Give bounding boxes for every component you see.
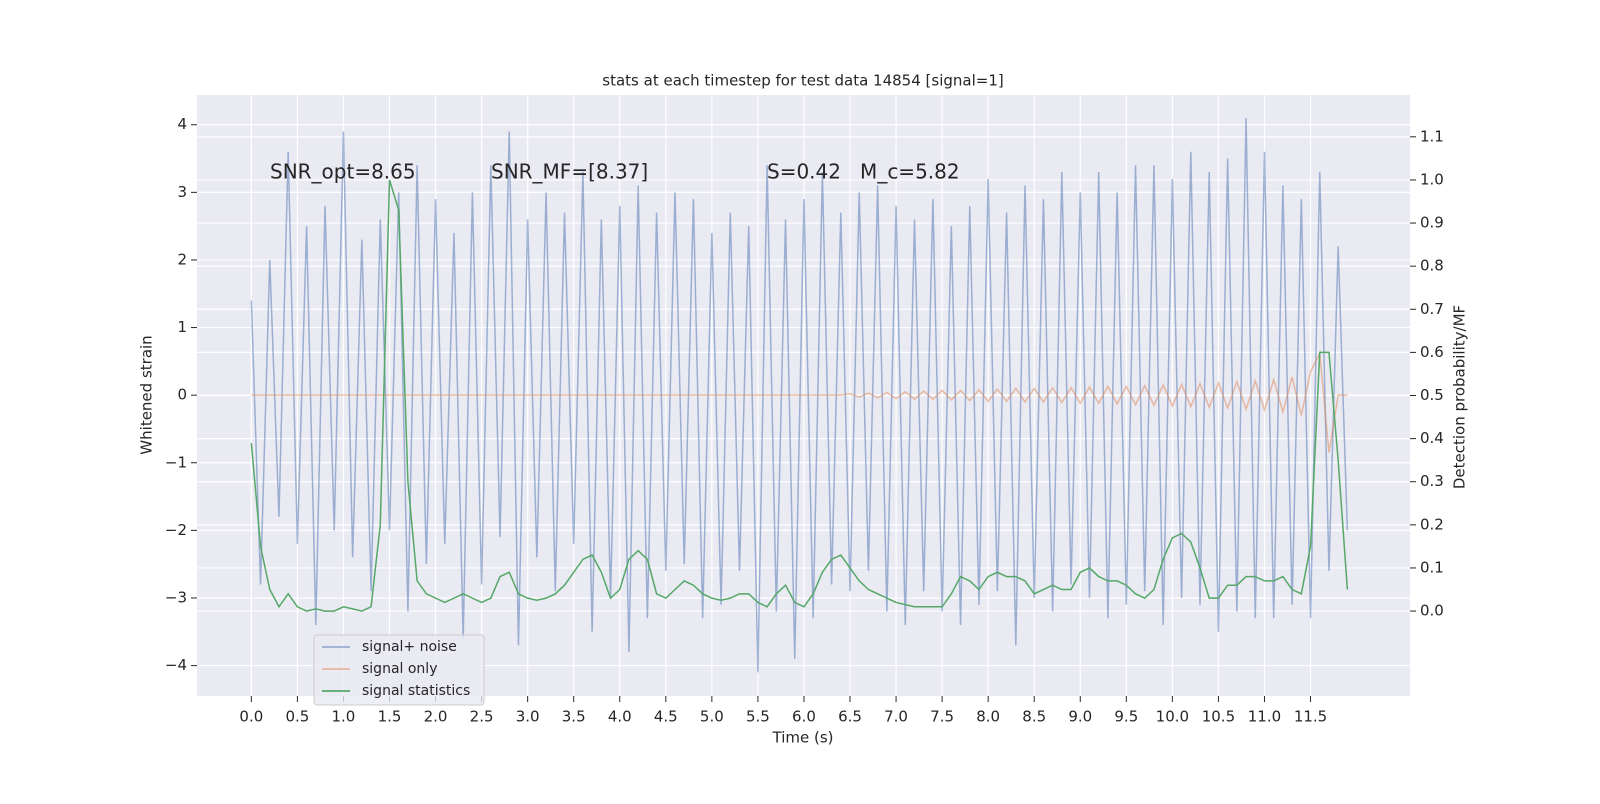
y2-tick-label: 0.9 bbox=[1420, 214, 1444, 232]
y2-tick-label: 0.4 bbox=[1420, 429, 1444, 447]
y-tick-label: 0 bbox=[177, 386, 187, 404]
x-tick-label: 9.0 bbox=[1068, 708, 1092, 726]
y2-tick-label: 0.5 bbox=[1420, 386, 1444, 404]
x-tick-label: 8.0 bbox=[976, 708, 1000, 726]
y-tick-label: −1 bbox=[165, 453, 187, 471]
x-tick-label: 1.0 bbox=[332, 708, 356, 726]
series-line bbox=[250, 117, 1349, 673]
y-tick-label: 4 bbox=[177, 115, 187, 133]
legend-box bbox=[313, 634, 485, 706]
legend-label: signal statistics bbox=[362, 683, 470, 699]
x-tick-label: 7.0 bbox=[884, 708, 908, 726]
x-tick-label: 5.5 bbox=[746, 708, 770, 726]
y-tick-label: 3 bbox=[177, 183, 187, 201]
legend-label: signal only bbox=[362, 661, 437, 677]
x-tick-label: 11.5 bbox=[1294, 708, 1327, 726]
y-tick-label: 1 bbox=[177, 318, 187, 336]
y2-tick-label: 0.3 bbox=[1420, 472, 1444, 490]
x-tick-label: 0.5 bbox=[285, 708, 309, 726]
x-tick-label: 5.0 bbox=[700, 708, 724, 726]
y2-tick-label: 0.6 bbox=[1420, 343, 1444, 361]
y2-tick-label: 0.1 bbox=[1420, 558, 1444, 576]
x-tick-label: 8.5 bbox=[1022, 708, 1046, 726]
y2-tick-label: 0.7 bbox=[1420, 300, 1444, 318]
y-tick-label: −2 bbox=[165, 521, 187, 539]
y2-axis-label: Detection probability/MF bbox=[1451, 305, 1469, 489]
series-line bbox=[251, 350, 1348, 453]
x-tick-label: 7.5 bbox=[930, 708, 954, 726]
annotation: SNR_opt=8.65 bbox=[270, 160, 416, 184]
x-tick-label: 9.5 bbox=[1114, 708, 1138, 726]
x-tick-label: 6.0 bbox=[792, 708, 816, 726]
x-axis-label: Time (s) bbox=[772, 729, 834, 747]
y-tick-label: 2 bbox=[177, 250, 187, 268]
y-tick-label: −4 bbox=[165, 656, 187, 674]
x-tick-label: 4.0 bbox=[608, 708, 632, 726]
chart-title: stats at each timestep for test data 148… bbox=[602, 72, 1003, 90]
y2-tick-label: 0.2 bbox=[1420, 515, 1444, 533]
y2-tick-label: 1.1 bbox=[1420, 127, 1444, 145]
x-tick-label: 10.0 bbox=[1156, 708, 1189, 726]
y2-tick-label: 0.0 bbox=[1420, 602, 1444, 620]
x-tick-label: 4.5 bbox=[654, 708, 678, 726]
x-tick-label: 0.0 bbox=[239, 708, 263, 726]
x-tick-label: 10.5 bbox=[1202, 708, 1235, 726]
x-tick-label: 6.5 bbox=[838, 708, 862, 726]
marks bbox=[250, 117, 1349, 673]
x-tick-label: 2.5 bbox=[470, 708, 494, 726]
y-axis-label: Whitened strain bbox=[138, 335, 156, 454]
y2-tick-label: 1.0 bbox=[1420, 170, 1444, 188]
x-tick-label: 2.0 bbox=[424, 708, 448, 726]
x-tick-label: 11.0 bbox=[1248, 708, 1281, 726]
x-tick-label: 3.0 bbox=[516, 708, 540, 726]
y-tick-label: −3 bbox=[165, 588, 187, 606]
annotation: S=0.42 M_c=5.82 bbox=[767, 160, 960, 184]
series-line bbox=[250, 179, 1349, 612]
legend-label: signal+ noise bbox=[362, 639, 457, 655]
y2-tick-label: 0.8 bbox=[1420, 257, 1444, 275]
x-tick-label: 1.5 bbox=[378, 708, 402, 726]
x-tick-label: 3.5 bbox=[562, 708, 586, 726]
annotation: SNR_MF=[8.37] bbox=[491, 160, 648, 184]
